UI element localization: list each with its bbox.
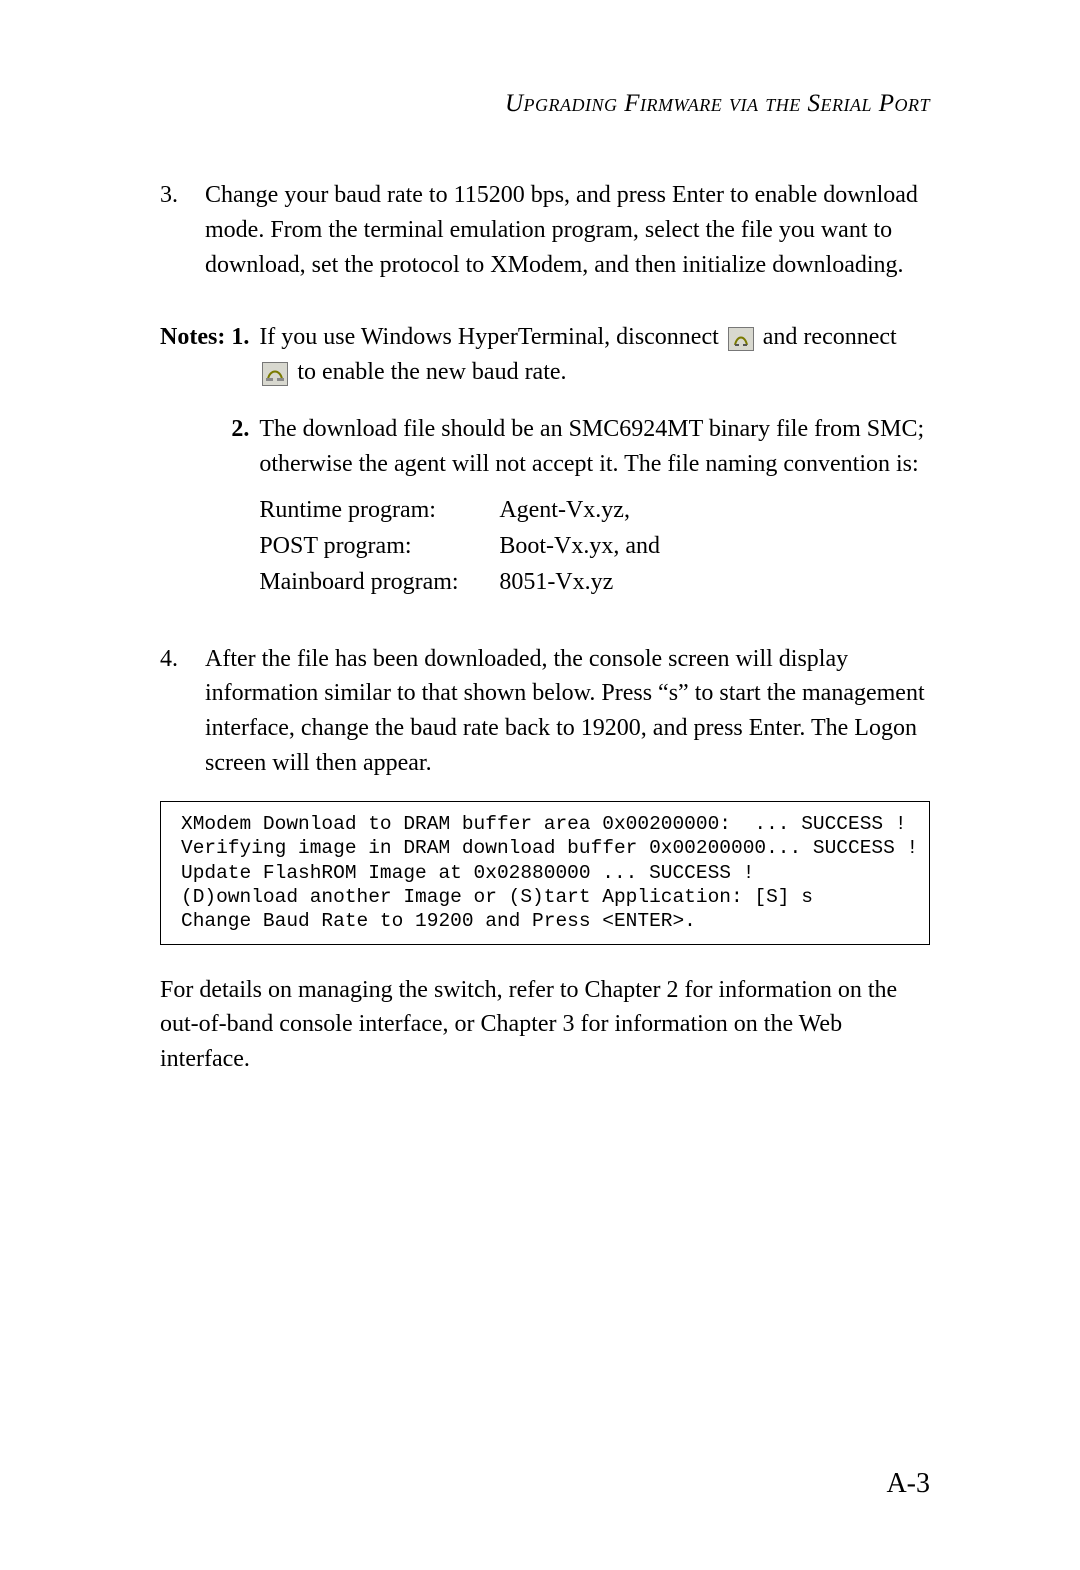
note-2: 2. The download file should be an SMC692… bbox=[231, 412, 930, 600]
note-1: 1. If you use Windows HyperTerminal, dis… bbox=[231, 320, 930, 390]
runtime-value: Agent-Vx.yz, bbox=[499, 492, 630, 528]
step-4-num: 4. bbox=[160, 642, 205, 781]
step-3-text: Change your baud rate to 115200 bps, and… bbox=[205, 178, 930, 282]
table-row: Mainboard program: 8051-Vx.yz bbox=[259, 564, 930, 600]
note-1-num: 1. bbox=[231, 320, 259, 390]
step-4: 4. After the file has been downloaded, t… bbox=[160, 642, 930, 781]
closing-paragraph: For details on managing the switch, refe… bbox=[160, 973, 930, 1077]
page-number: A-3 bbox=[886, 1468, 930, 1500]
table-row: Runtime program: Agent-Vx.yz, bbox=[259, 492, 930, 528]
file-naming-table: Runtime program: Agent-Vx.yz, POST progr… bbox=[259, 492, 930, 600]
note-1-text-b: and reconnect bbox=[763, 324, 897, 350]
reconnect-icon bbox=[262, 362, 288, 386]
mainboard-label: Mainboard program: bbox=[259, 564, 499, 600]
note-2-num: 2. bbox=[231, 412, 259, 600]
note-1-text-c: to enable the new baud rate. bbox=[297, 359, 566, 385]
console-output: XModem Download to DRAM buffer area 0x00… bbox=[160, 801, 930, 945]
disconnect-icon bbox=[728, 327, 754, 351]
mainboard-value: 8051-Vx.yz bbox=[499, 564, 613, 600]
notes-label: Notes: bbox=[160, 320, 231, 603]
step-3: 3. Change your baud rate to 115200 bps, … bbox=[160, 178, 930, 282]
post-value: Boot-Vx.yx, and bbox=[499, 528, 660, 564]
runtime-label: Runtime program: bbox=[259, 492, 499, 528]
step-4-text: After the file has been downloaded, the … bbox=[205, 642, 930, 781]
note-1-body: If you use Windows HyperTerminal, discon… bbox=[259, 320, 930, 390]
note-2-text: The download file should be an SMC6924MT… bbox=[259, 412, 930, 482]
notes-block: Notes: 1. If you use Windows HyperTermin… bbox=[160, 320, 930, 603]
page-header: Upgrading Firmware via the Serial Port bbox=[160, 90, 930, 118]
note-1-text-a: If you use Windows HyperTerminal, discon… bbox=[259, 324, 724, 350]
post-label: POST program: bbox=[259, 528, 499, 564]
table-row: POST program: Boot-Vx.yx, and bbox=[259, 528, 930, 564]
step-3-num: 3. bbox=[160, 178, 205, 282]
